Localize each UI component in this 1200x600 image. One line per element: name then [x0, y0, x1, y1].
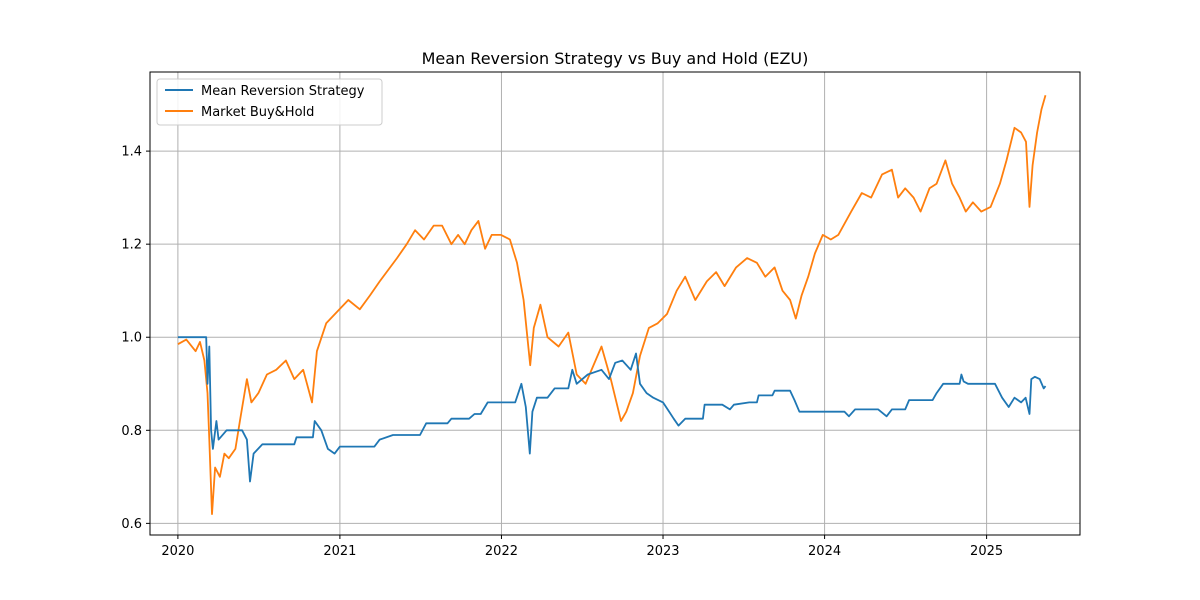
grid: [150, 72, 1080, 535]
y-tick-label: 0.6: [121, 517, 142, 532]
plot-frame: [149, 71, 1081, 536]
series-line-market-buy-and-hold: [177, 95, 1047, 515]
legend: Mean Reversion Strategy Market Buy&Hold: [156, 78, 383, 126]
y-axis: 0.6 0.8 1.0 1.2 1.4: [121, 145, 150, 532]
x-tick-label: 2024: [808, 544, 841, 559]
y-tick-label: 1.0: [121, 331, 142, 346]
x-axis: 2020 2021 2022 2023 2024 2025: [161, 535, 1003, 559]
x-tick-label: 2021: [323, 544, 356, 559]
legend-label-strategy: Mean Reversion Strategy: [201, 84, 365, 99]
x-tick-label: 2022: [485, 544, 518, 559]
y-tick-label: 1.2: [121, 238, 142, 253]
x-tick-label: 2025: [970, 544, 1003, 559]
legend-box: [156, 78, 383, 126]
series-lines: [177, 95, 1047, 515]
x-tick-label: 2023: [646, 544, 679, 559]
series-line-mean-reversion-strategy: [177, 336, 1047, 483]
y-tick-label: 0.8: [121, 424, 142, 439]
chart-title: Mean Reversion Strategy vs Buy and Hold …: [422, 49, 809, 68]
legend-label-market: Market Buy&Hold: [201, 105, 314, 120]
y-tick-label: 1.4: [121, 145, 142, 160]
x-tick-label: 2020: [161, 544, 194, 559]
